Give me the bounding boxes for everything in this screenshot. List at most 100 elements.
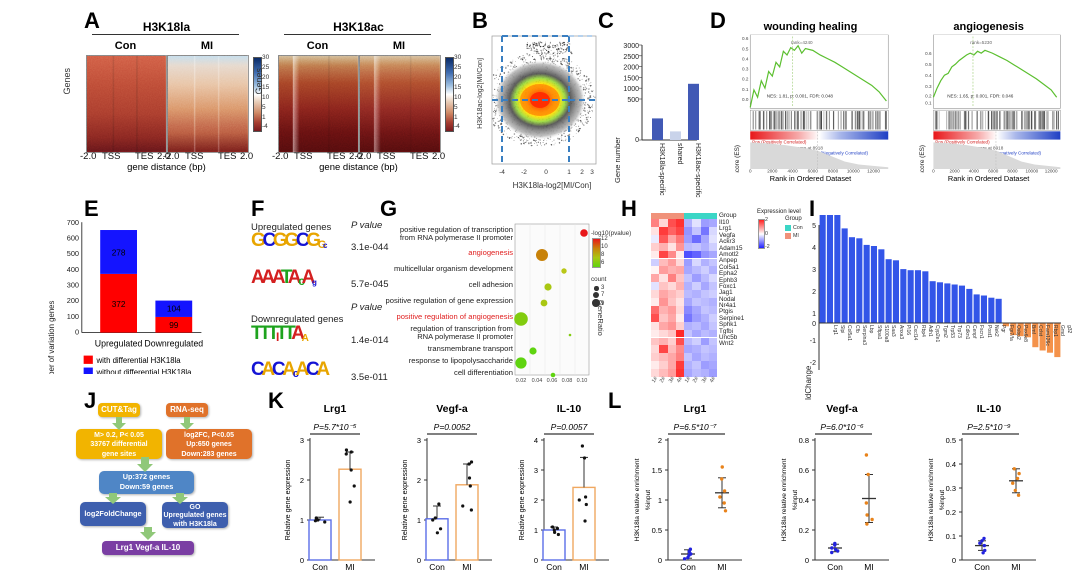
svg-text:Con: Con bbox=[546, 562, 562, 572]
svg-text:Upregulated: Upregulated bbox=[95, 338, 143, 348]
svg-text:0.04: 0.04 bbox=[532, 378, 543, 384]
svg-text:Con: Con bbox=[312, 562, 328, 572]
svg-text:0.4: 0.4 bbox=[946, 460, 956, 469]
svg-text:8000: 8000 bbox=[828, 169, 839, 173]
svg-text:Con: Con bbox=[827, 562, 843, 572]
svg-text:1.5: 1.5 bbox=[652, 466, 662, 475]
svg-text:500: 500 bbox=[627, 97, 639, 104]
svg-text:0: 0 bbox=[749, 169, 752, 173]
svg-text:2: 2 bbox=[658, 436, 662, 445]
svg-text:0.1: 0.1 bbox=[742, 87, 749, 92]
svg-text:Number of variation genes: Number of variation genes bbox=[47, 300, 56, 374]
svg-text:0: 0 bbox=[658, 556, 662, 565]
svg-text:1500: 1500 bbox=[623, 75, 639, 82]
svg-text:2000: 2000 bbox=[767, 169, 778, 173]
svg-text:IL-10: IL-10 bbox=[977, 403, 1002, 415]
svg-text:8000: 8000 bbox=[1007, 169, 1018, 173]
svg-text:0.2: 0.2 bbox=[742, 77, 749, 82]
svg-text:-1: -1 bbox=[810, 338, 816, 345]
svg-text:2: 2 bbox=[580, 169, 584, 176]
svg-text:MI: MI bbox=[579, 562, 588, 572]
svg-text:0: 0 bbox=[544, 169, 548, 176]
svg-text:IL-10: IL-10 bbox=[557, 403, 582, 415]
svg-text:0.4: 0.4 bbox=[799, 496, 809, 505]
svg-text:Relative gene expression: Relative gene expression bbox=[517, 460, 526, 541]
svg-text:%input: %input bbox=[792, 490, 799, 510]
svg-text:positive regulation of angioge: positive regulation of angiogenesis bbox=[396, 312, 513, 321]
svg-text:200: 200 bbox=[67, 296, 79, 305]
svg-text:3: 3 bbox=[590, 169, 594, 176]
svg-text:600: 600 bbox=[67, 234, 79, 243]
svg-text:0: 0 bbox=[932, 169, 935, 173]
svg-text:Enrichment score (ES): Enrichment score (ES) bbox=[919, 145, 926, 173]
svg-text:0.5: 0.5 bbox=[742, 46, 749, 51]
svg-text:MI: MI bbox=[717, 562, 726, 572]
svg-text:4000: 4000 bbox=[969, 169, 980, 173]
svg-text:cell adhesion: cell adhesion bbox=[469, 280, 513, 289]
svg-text:0.5: 0.5 bbox=[946, 436, 956, 445]
svg-text:MI: MI bbox=[345, 562, 354, 572]
svg-text:104: 104 bbox=[167, 304, 181, 313]
svg-text:H3K18la relative enrichment: H3K18la relative enrichment bbox=[928, 458, 935, 541]
svg-text:0: 0 bbox=[300, 556, 304, 565]
svg-text:0.3: 0.3 bbox=[742, 67, 749, 72]
svg-text:from RNA polymerase II promote: from RNA polymerase II promoter bbox=[400, 233, 514, 242]
svg-text:0: 0 bbox=[417, 556, 421, 565]
svg-text:500: 500 bbox=[67, 249, 79, 258]
svg-text:cell differentiation: cell differentiation bbox=[454, 368, 513, 377]
svg-text:700: 700 bbox=[67, 218, 79, 227]
svg-text:2: 2 bbox=[812, 289, 816, 296]
svg-text:2: 2 bbox=[534, 496, 538, 505]
svg-text:100: 100 bbox=[67, 312, 79, 321]
svg-text:0.6: 0.6 bbox=[742, 36, 749, 41]
svg-text:0.10: 0.10 bbox=[577, 378, 588, 384]
svg-text:5: 5 bbox=[812, 223, 816, 230]
svg-text:0.5: 0.5 bbox=[652, 526, 662, 535]
svg-text:0.08: 0.08 bbox=[562, 378, 573, 384]
svg-text:4: 4 bbox=[812, 245, 816, 252]
svg-text:0.3: 0.3 bbox=[925, 84, 932, 89]
svg-text:278: 278 bbox=[112, 248, 126, 257]
svg-text:Con: Con bbox=[429, 562, 445, 572]
svg-text:2: 2 bbox=[300, 476, 304, 485]
svg-text:%input: %input bbox=[939, 490, 946, 510]
svg-text:Con: Con bbox=[974, 562, 990, 572]
svg-text:P=5.7*10⁻⁵: P=5.7*10⁻⁵ bbox=[313, 422, 357, 432]
svg-text:0.2: 0.2 bbox=[946, 508, 956, 517]
svg-text:3000: 3000 bbox=[623, 43, 639, 50]
svg-text:0.1: 0.1 bbox=[925, 101, 932, 106]
svg-text:NES: 1.65, p: 0.001, FDR: 0.04: NES: 1.65, p: 0.001, FDR: 0.046 bbox=[947, 93, 1014, 98]
svg-text:MI: MI bbox=[864, 562, 873, 572]
svg-text:0.8: 0.8 bbox=[799, 436, 809, 445]
svg-text:Relative gene expression: Relative gene expression bbox=[283, 460, 292, 541]
svg-text:rank=4240: rank=4240 bbox=[791, 40, 813, 45]
svg-text:12000: 12000 bbox=[1045, 169, 1058, 173]
svg-text:0.02: 0.02 bbox=[516, 378, 527, 384]
svg-text:3: 3 bbox=[812, 267, 816, 274]
svg-text:0.4: 0.4 bbox=[742, 56, 749, 61]
svg-text:angiogenesis: angiogenesis bbox=[468, 248, 513, 257]
svg-text:-4: -4 bbox=[499, 169, 505, 176]
svg-text:4000: 4000 bbox=[787, 169, 798, 173]
svg-text:without differential H3K18la: without differential H3K18la bbox=[96, 368, 193, 374]
svg-text:RNA polymerase II promoter: RNA polymerase II promoter bbox=[417, 332, 513, 341]
svg-text:Lrg1: Lrg1 bbox=[684, 403, 707, 415]
svg-text:0: 0 bbox=[805, 556, 809, 565]
svg-text:H3K18la relative enrichment: H3K18la relative enrichment bbox=[634, 458, 641, 541]
svg-text:Lrg1: Lrg1 bbox=[324, 403, 347, 415]
svg-text:6000: 6000 bbox=[808, 169, 819, 173]
svg-text:2000: 2000 bbox=[623, 65, 639, 72]
svg-text:Con: Con bbox=[680, 562, 696, 572]
svg-text:Vegf-a: Vegf-a bbox=[436, 403, 468, 415]
svg-text:1000: 1000 bbox=[623, 86, 639, 93]
svg-text:0.2: 0.2 bbox=[925, 93, 932, 98]
svg-text:2: 2 bbox=[417, 476, 421, 485]
svg-text:P=6.0*10⁻⁶: P=6.0*10⁻⁶ bbox=[820, 422, 864, 432]
svg-text:P=2.5*10⁻⁹: P=2.5*10⁻⁹ bbox=[967, 422, 1011, 432]
svg-text:P=6.5*10⁻⁷: P=6.5*10⁻⁷ bbox=[674, 422, 718, 432]
svg-text:300: 300 bbox=[67, 281, 79, 290]
svg-text:10000: 10000 bbox=[1025, 169, 1038, 173]
svg-text:3: 3 bbox=[534, 466, 538, 475]
svg-text:multicellular organism develop: multicellular organism development bbox=[394, 264, 514, 273]
svg-text:NES: 1.81, p: 0.001, FDR: 0.04: NES: 1.81, p: 0.001, FDR: 0.048 bbox=[767, 93, 834, 98]
